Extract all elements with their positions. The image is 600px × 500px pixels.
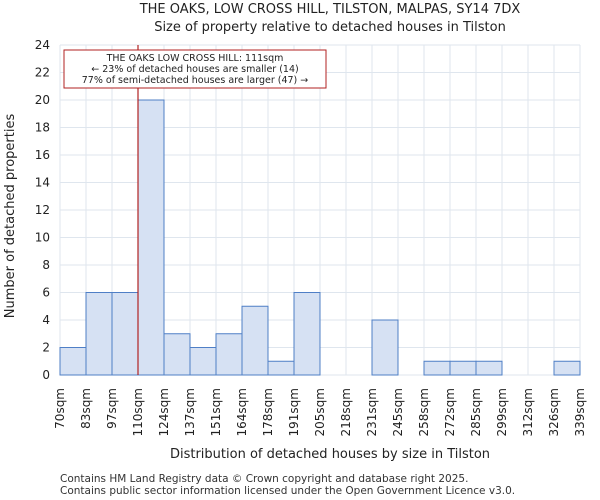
annotation-line: ← 23% of detached houses are smaller (14… — [91, 64, 298, 75]
x-tick-labels: 70sqm 83sqm 97sqm 110sqm 124sqm 137sqm 151sqm 1… — [53, 388, 587, 436]
y-tick-label: 16 — [35, 148, 50, 162]
annotation-line: 77% of semi-detached houses are larger (… — [82, 75, 309, 86]
annotation-line: THE OAKS LOW CROSS HILL: 111sqm — [106, 53, 284, 64]
y-tick-label: 18 — [35, 121, 50, 135]
histogram-bar — [163, 333, 191, 376]
y-tick-label: 12 — [35, 203, 50, 217]
chart-subtitle: Size of property relative to detached ho… — [154, 20, 506, 35]
bars — [59, 99, 581, 376]
annotation-frame — [63, 49, 327, 89]
histogram-bar — [189, 347, 217, 376]
x-tick-label: 258sqm — [417, 388, 431, 436]
footer-line-1: Contains HM Land Registry data © Crown c… — [60, 473, 469, 485]
y-tick-label: 10 — [35, 231, 50, 245]
x-tick-label: 231sqm — [365, 388, 379, 436]
histogram-bar — [423, 360, 451, 376]
histogram-bar — [59, 347, 87, 376]
y-tick-label: 24 — [35, 38, 50, 52]
x-tick-label: 205sqm — [313, 388, 327, 436]
x-tick-label: 137sqm — [183, 388, 197, 436]
x-tick-label: 164sqm — [235, 388, 249, 436]
histogram-bar — [293, 292, 321, 376]
x-tick-label: 218sqm — [339, 388, 353, 436]
y-tick-label: 6 — [42, 286, 50, 300]
x-tick-label: 285sqm — [469, 388, 483, 436]
x-tick-label: 83sqm — [79, 388, 93, 429]
histogram-bar — [241, 305, 269, 376]
x-tick-label: 124sqm — [157, 388, 171, 436]
histogram-bar — [267, 360, 295, 376]
x-tick-label: 312sqm — [521, 388, 535, 436]
y-tick-label: 0 — [42, 368, 50, 382]
histogram-bar — [111, 292, 139, 376]
x-tick-label: 339sqm — [573, 388, 587, 436]
x-tick-label: 245sqm — [391, 388, 405, 436]
y-tick-label: 22 — [35, 66, 50, 80]
x-tick-label: 178sqm — [261, 388, 275, 436]
x-tick-label: 191sqm — [287, 388, 301, 436]
y-tick-label: 2 — [42, 341, 50, 355]
histogram-bar — [137, 99, 165, 376]
x-tick-label: 272sqm — [443, 388, 457, 436]
x-tick-label: 70sqm — [53, 388, 67, 429]
histogram-bar — [449, 360, 477, 376]
x-tick-label: 97sqm — [105, 388, 119, 429]
y-tick-label: 4 — [42, 313, 50, 327]
chart-title: THE OAKS, LOW CROSS HILL, TILSTON, MALPA… — [139, 2, 521, 17]
x-tick-label: 326sqm — [547, 388, 561, 436]
x-tick-label: 110sqm — [131, 388, 145, 436]
y-tick-label: 14 — [35, 176, 50, 190]
histogram-bar — [371, 319, 399, 376]
histogram-bar — [475, 360, 503, 376]
y-axis-label: Number of detached properties — [3, 114, 18, 319]
footer-line-2: Contains public sector information licen… — [60, 485, 516, 497]
annotation-box: THE OAKS LOW CROSS HILL: 111sqm← 23% of … — [63, 49, 327, 89]
histogram-bar — [215, 333, 243, 376]
histogram-bar — [553, 360, 581, 376]
histogram-bar — [85, 292, 113, 376]
x-tick-label: 299sqm — [495, 388, 509, 436]
y-tick-label: 8 — [42, 258, 50, 272]
x-axis-label: Distribution of detached houses by size … — [170, 447, 490, 462]
x-tick-label: 151sqm — [209, 388, 223, 436]
y-tick-label: 20 — [35, 93, 50, 107]
